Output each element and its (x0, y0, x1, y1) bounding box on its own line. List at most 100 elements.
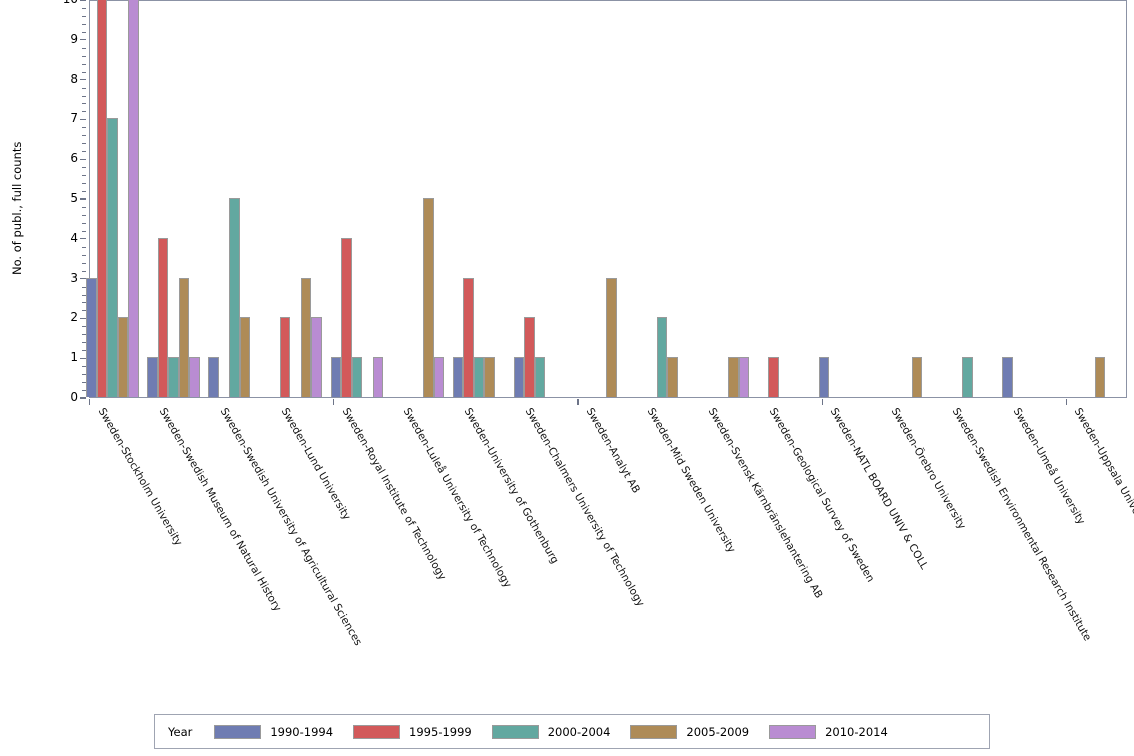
x-axis-label: Sweden-Swedish University of Agricultura… (217, 406, 364, 648)
y-tick-label: 3 (70, 270, 78, 285)
legend-item[interactable]: 2005-2009 (630, 724, 750, 739)
x-axis-label: Sweden-Royal Institute of Technology (339, 406, 449, 583)
bar (728, 357, 739, 397)
bar (656, 317, 668, 397)
bar (1094, 357, 1106, 397)
bar (1002, 357, 1013, 397)
x-axis-labels: Sweden-Stockholm University Sweden-Swedis… (0, 400, 1134, 700)
bar-group (86, 0, 139, 397)
y-minor-tick (82, 374, 86, 376)
bar (279, 317, 291, 397)
y-minor-tick (82, 334, 86, 336)
y-minor-tick (82, 246, 86, 248)
bar-group (941, 1, 994, 397)
y-tick-mark (80, 317, 86, 319)
y-minor-tick (82, 270, 86, 272)
bar (524, 317, 535, 397)
y-tick-label: 0 (70, 390, 78, 404)
legend-color-swatch (491, 724, 539, 739)
bar (86, 277, 97, 397)
y-tick-mark (80, 198, 86, 200)
x-tick-mark (333, 399, 335, 405)
y-minor-tick (82, 71, 86, 73)
legend-item[interactable]: 1990-1994 (214, 724, 333, 739)
x-axis-label: Sweden-Chalmers University of Technology (522, 406, 647, 609)
bar (667, 357, 678, 397)
y-minor-tick (82, 191, 86, 193)
bar-group (452, 1, 506, 397)
x-axis-label: Sweden-NATL BOARD UNIV & COLL (827, 406, 931, 572)
y-minor-tick (82, 47, 86, 49)
y-tick-mark (80, 238, 86, 240)
bar (484, 357, 495, 397)
y-minor-tick (82, 214, 86, 216)
legend-item[interactable]: 1995-1999 (353, 724, 472, 739)
legend-title: Year (168, 724, 193, 739)
bar (189, 357, 200, 397)
bar-group (697, 1, 750, 397)
x-axis-label: Sweden-Lund University (278, 406, 353, 523)
x-tick-mark (1065, 399, 1068, 405)
bar (534, 357, 546, 397)
bar-group (513, 1, 567, 397)
plot-area (86, 0, 1127, 398)
y-minor-tick (82, 286, 86, 288)
legend-item[interactable]: 2010-2014 (769, 724, 888, 739)
bar (738, 357, 750, 397)
y-minor-tick (82, 294, 86, 296)
legend-item-label: 1995-1999 (409, 724, 472, 739)
bar (372, 357, 383, 397)
bar (229, 198, 240, 397)
y-tick-label: 8 (70, 71, 78, 86)
y-minor-tick (82, 15, 86, 17)
bar (107, 118, 118, 397)
y-minor-tick (82, 222, 86, 224)
bar (911, 357, 923, 397)
y-tick-mark (80, 79, 86, 81)
x-axis-label: Sweden-Geological Survey of Sweden (766, 406, 877, 585)
y-tick-mark (80, 397, 86, 399)
y-minor-tick (82, 143, 86, 145)
y-tick-mark (80, 39, 86, 41)
bar (423, 198, 434, 397)
bar (311, 317, 322, 397)
y-minor-tick (82, 175, 86, 177)
y-tick-label: 9 (70, 31, 78, 46)
bar (962, 357, 973, 397)
x-tick-mark (577, 399, 579, 405)
y-minor-tick (82, 31, 86, 33)
legend-item-label: 2000-2004 (547, 724, 611, 739)
y-tick-label: 7 (70, 111, 78, 126)
legend-entries: 1990-1994 1995-1999 2000-2004 2005-2009 2010… (214, 724, 907, 739)
y-minor-tick (82, 167, 86, 169)
y-minor-tick (82, 302, 86, 304)
x-axis-label: Sweden-Analyt AB (583, 406, 643, 496)
y-minor-tick (82, 103, 86, 105)
bar-group (818, 1, 872, 397)
y-minor-tick (82, 127, 86, 129)
y-minor-tick (82, 206, 86, 208)
y-tick-mark (80, 158, 86, 160)
bar-group (880, 1, 933, 397)
y-minor-tick (82, 230, 86, 232)
y-minor-tick (82, 310, 86, 312)
legend-item[interactable]: 2000-2004 (491, 724, 611, 739)
x-axis-label: Sweden-Svensk Kärnbränslehantering AB (705, 406, 825, 601)
bar (208, 357, 219, 397)
x-tick-mark (89, 399, 91, 405)
y-minor-tick (82, 183, 86, 185)
y-minor-tick (82, 111, 86, 113)
bar-group (1063, 1, 1116, 397)
bar (157, 237, 169, 397)
legend-item-label: 2005-2009 (686, 724, 750, 739)
bar-group (392, 1, 445, 397)
bar-group (636, 1, 689, 397)
bar (452, 357, 464, 397)
bar (463, 277, 474, 397)
y-tick-mark (80, 0, 86, 1)
x-axis-label: Sweden-Luleå University of Technology (400, 406, 514, 590)
y-minor-tick (82, 342, 86, 344)
legend-color-swatch (630, 724, 678, 739)
x-tick-mark (821, 399, 823, 405)
bar (96, 0, 108, 397)
